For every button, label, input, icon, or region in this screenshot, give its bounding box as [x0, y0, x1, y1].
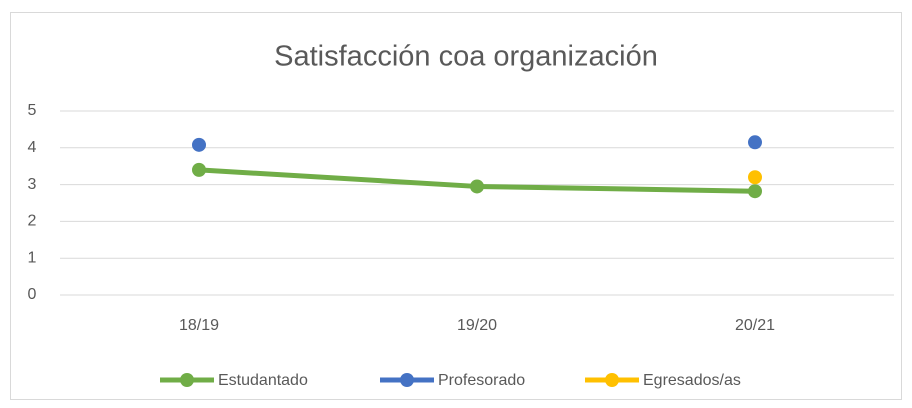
- x-tick-label: 20/21: [735, 317, 775, 334]
- y-tick-label: 2: [28, 213, 37, 230]
- y-tick-label: 3: [28, 176, 37, 193]
- data-point: [470, 179, 484, 194]
- data-point: [748, 135, 762, 150]
- data-point: [192, 162, 206, 177]
- legend-marker: [400, 373, 414, 387]
- y-tick-label: 4: [28, 139, 37, 156]
- legend-marker: [180, 373, 194, 387]
- legend-label: Estudantado: [218, 372, 308, 389]
- x-tick-label: 19/20: [457, 317, 497, 334]
- legend-marker: [605, 373, 619, 387]
- data-point: [192, 137, 206, 152]
- legend-label: Egresados/as: [643, 372, 741, 389]
- x-tick-label: 18/19: [179, 317, 219, 334]
- data-point: [748, 170, 762, 185]
- y-tick-label: 5: [28, 102, 37, 119]
- data-point: [748, 184, 762, 199]
- chart-frame: [10, 12, 902, 400]
- legend-label: Profesorado: [438, 372, 525, 389]
- y-tick-label: 0: [28, 286, 37, 303]
- chart-title: Satisfacción coa organización: [274, 41, 658, 73]
- y-tick-label: 1: [28, 249, 37, 266]
